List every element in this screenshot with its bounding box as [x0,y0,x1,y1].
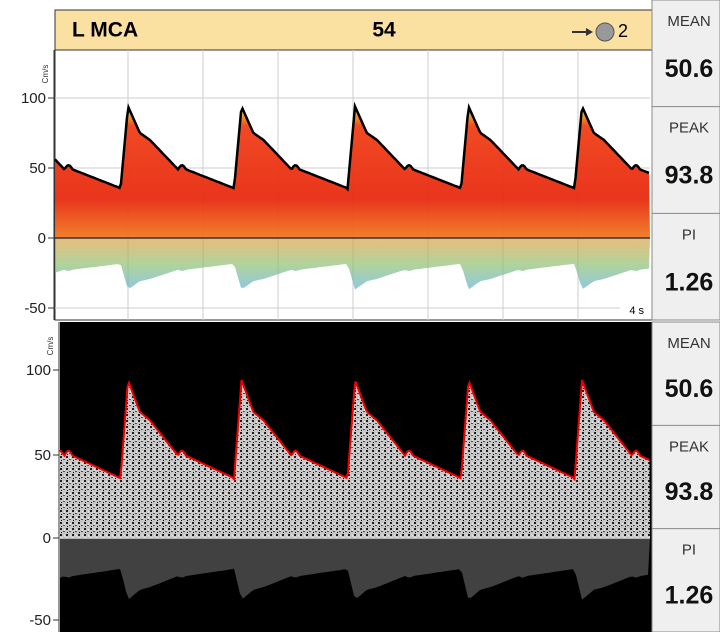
metric-label: PEAK [669,120,709,137]
y-tick-label: 100 [21,90,46,107]
metrics-panel [651,0,720,321]
metric-value: 50.6 [665,55,714,83]
header-bar [54,9,653,51]
gate: 2 [618,21,628,41]
envelope [54,101,650,192]
spectrum [60,380,650,538]
metrics-panel [651,321,720,633]
scale-box [620,302,650,318]
y-tick-label: -50 [24,300,46,317]
gate-icon [595,22,615,42]
metric-value: 93.8 [665,478,714,506]
metric-label: PEAK [669,438,709,455]
spectrum [55,106,650,239]
metric-value: 1.26 [665,268,714,296]
reverse-flow [55,238,650,290]
y-tick-label: -50 [29,612,51,629]
y-tick-label: 50 [29,160,46,177]
unit-label: Cm/s [41,65,50,84]
metric-value: 93.8 [665,162,714,190]
vessel: L MCA [72,19,138,42]
y-tick-label: 100 [26,362,51,379]
metric-value: 1.26 [665,581,714,609]
gate-arrow-head [586,28,593,36]
time-scale: 4 s [629,305,644,317]
unit-label: Cm/s [46,337,55,356]
metric-label: PI [682,226,696,243]
y-tick-label: 50 [34,447,51,464]
y-tick-label: 0 [43,530,51,547]
reverse-flow [60,538,650,600]
metric-label: MEAN [667,335,710,352]
metric-label: MEAN [667,13,710,30]
depth: 54 [372,19,396,42]
metric-label: PI [682,542,696,559]
envelope [59,379,650,482]
metric-value: 50.6 [665,375,714,403]
y-tick-label: 0 [38,230,46,247]
